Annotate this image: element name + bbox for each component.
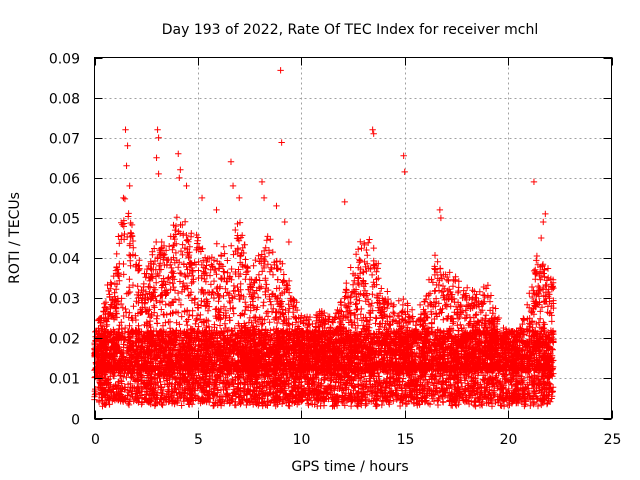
outlier-point	[400, 152, 407, 159]
y-tick-label: 0.09	[49, 52, 80, 68]
x-tick-label: 15	[397, 432, 415, 448]
y-axis-label: ROTI / TECUs	[7, 192, 23, 284]
outlier-point	[126, 182, 133, 190]
outlier-point	[436, 206, 444, 214]
y-tick-labels: 0 0.01 0.02 0.03 0.04 0.05 0.06 0.07 0.08 0.09	[49, 52, 80, 429]
data-point-cloud	[91, 195, 557, 410]
y-tick-label: 0.05	[49, 212, 80, 228]
outlier-point	[229, 182, 237, 190]
x-tick-label: 10	[293, 432, 311, 448]
outlier-point	[155, 170, 162, 178]
outlier-point	[177, 166, 184, 174]
outlier-point	[437, 214, 445, 222]
x-tick-label: 0	[91, 432, 100, 448]
outlier-point	[154, 126, 161, 133]
x-tick-labels: 0 5 10 15 20 25	[91, 432, 621, 448]
outlier-point	[401, 168, 408, 176]
y-tick-label: 0.07	[49, 132, 80, 148]
y-tick-label: 0.08	[49, 92, 80, 108]
outlier-point	[155, 134, 162, 141]
outlier-point	[285, 238, 293, 246]
x-axis-label: GPS time / hours	[291, 459, 408, 475]
outlier-point	[537, 234, 545, 242]
outlier-point	[369, 126, 376, 133]
plot-frame	[94, 57, 612, 419]
y-tick-label: 0	[71, 413, 80, 429]
outlier-point	[281, 218, 288, 226]
outlier-point	[123, 162, 130, 169]
outlier-point	[227, 158, 235, 165]
outlier-point	[176, 174, 183, 182]
y-tick-label: 0.02	[49, 332, 80, 348]
x-tick-label: 25	[604, 432, 622, 448]
outlier-point	[542, 210, 549, 218]
outlier-point	[540, 218, 547, 226]
outlier-point	[213, 206, 220, 214]
outlier-point	[198, 194, 206, 202]
outlier-point	[277, 67, 284, 74]
y-tick-label: 0.03	[49, 292, 80, 308]
x-tick-label: 20	[500, 432, 518, 448]
outlier-point	[175, 150, 182, 157]
outlier-point	[183, 182, 190, 190]
outlier-point	[258, 178, 266, 186]
outlier-point	[273, 202, 280, 210]
outlier-point	[370, 130, 377, 137]
outlier-point	[341, 198, 348, 206]
outlier-point	[153, 154, 160, 161]
outlier-point	[278, 139, 285, 146]
y-tick-label: 0.01	[49, 372, 80, 388]
outlier-point	[260, 194, 268, 202]
data-points	[91, 67, 557, 410]
y-tick-label: 0.06	[49, 172, 80, 188]
outlier-point	[530, 178, 538, 186]
x-tick-label: 5	[194, 432, 203, 448]
chart-title: Day 193 of 2022, Rate Of TEC Index for r…	[162, 22, 538, 38]
outlier-point	[236, 194, 243, 202]
outlier-point	[122, 126, 129, 133]
outlier-point	[120, 194, 127, 202]
y-tick-label: 0.04	[49, 252, 80, 268]
axis-ticks	[94, 57, 613, 420]
outlier-point	[124, 142, 131, 149]
